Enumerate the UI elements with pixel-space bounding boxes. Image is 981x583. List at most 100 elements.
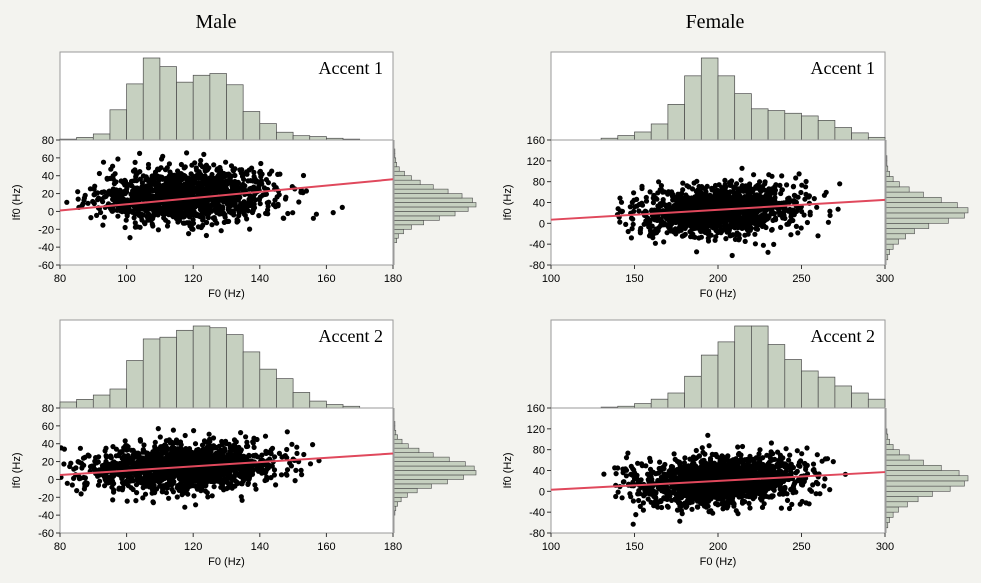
- column-title-male: Male: [195, 11, 236, 33]
- data-point: [264, 475, 269, 480]
- data-point: [134, 482, 139, 487]
- data-point: [753, 226, 758, 231]
- data-point: [232, 437, 237, 442]
- data-point: [688, 215, 693, 220]
- x-histogram-bar: [718, 76, 735, 140]
- x-histogram-bar: [802, 371, 819, 408]
- x-tick-label: 180: [384, 541, 402, 553]
- data-point: [163, 218, 168, 223]
- data-point: [725, 190, 730, 195]
- data-point: [167, 461, 172, 466]
- data-point: [711, 203, 716, 208]
- data-point: [212, 176, 217, 181]
- data-point: [700, 185, 705, 190]
- data-point: [782, 216, 787, 221]
- panel-annotation: Accent 2: [319, 326, 383, 346]
- y-histogram-bar: [394, 211, 455, 215]
- x-tick-label: 80: [54, 273, 66, 285]
- data-point: [668, 205, 673, 210]
- y-tick-label: 80: [533, 177, 545, 189]
- data-point: [697, 204, 702, 209]
- data-point: [161, 461, 166, 466]
- data-point: [223, 160, 228, 165]
- x-tick-label: 100: [542, 273, 560, 285]
- data-point: [739, 166, 744, 171]
- data-point: [188, 201, 193, 206]
- data-point: [247, 227, 252, 232]
- data-point: [183, 164, 188, 169]
- data-point: [717, 200, 722, 205]
- data-point: [765, 250, 770, 255]
- data-point: [150, 216, 155, 221]
- data-point: [218, 204, 223, 209]
- data-point: [761, 243, 766, 248]
- data-point: [211, 215, 216, 220]
- data-point: [795, 448, 800, 453]
- data-point: [146, 460, 151, 465]
- data-point: [142, 220, 147, 225]
- data-point: [293, 478, 298, 483]
- data-point: [110, 497, 115, 502]
- data-point: [144, 196, 149, 201]
- data-point: [778, 191, 783, 196]
- data-point: [133, 498, 138, 503]
- data-point: [141, 482, 146, 487]
- x-histogram-bar: [635, 404, 652, 408]
- data-point: [794, 209, 799, 214]
- data-point: [177, 211, 182, 216]
- data-point: [815, 233, 820, 238]
- data-point: [155, 212, 160, 217]
- y-tick-label: -20: [38, 492, 54, 504]
- x-tick-label: 140: [251, 273, 269, 285]
- x-histogram-bar: [685, 76, 702, 140]
- x-histogram-bar: [635, 132, 652, 140]
- data-point: [146, 162, 151, 167]
- data-point: [723, 236, 728, 241]
- x-histogram-bar: [785, 113, 802, 140]
- data-point: [799, 225, 804, 230]
- x-histogram-bar: [110, 389, 127, 408]
- data-point: [729, 233, 734, 238]
- x-histogram-bar: [193, 326, 210, 408]
- data-point: [226, 219, 231, 224]
- data-point: [750, 210, 755, 215]
- data-point: [230, 486, 235, 491]
- y-histogram-bar: [886, 182, 899, 187]
- data-point: [76, 197, 81, 202]
- y-tick-label: -80: [529, 260, 545, 272]
- x-histogram-bar: [618, 136, 635, 140]
- y-axis-label: If0 (Hz): [11, 184, 23, 220]
- x-histogram-bar: [160, 67, 177, 140]
- data-point: [131, 478, 136, 483]
- data-point: [616, 206, 621, 211]
- data-point: [203, 477, 208, 482]
- y-histogram-bar: [394, 502, 398, 506]
- y-tick-label: 40: [42, 439, 54, 451]
- data-point: [804, 179, 809, 184]
- data-point: [111, 490, 116, 495]
- data-point: [717, 220, 722, 225]
- data-point: [209, 182, 214, 187]
- y-histogram-bar: [886, 192, 923, 197]
- data-point: [133, 160, 138, 165]
- data-point: [184, 150, 189, 155]
- data-point: [759, 197, 764, 202]
- x-histogram-bar: [868, 399, 885, 408]
- data-point: [223, 477, 228, 482]
- data-point: [668, 224, 673, 229]
- data-point: [203, 202, 208, 207]
- y-histogram-bar: [394, 225, 411, 229]
- data-point: [189, 171, 194, 176]
- data-point: [65, 481, 70, 486]
- data-point: [772, 184, 777, 189]
- x-axis-label: F0 (Hz): [208, 556, 245, 568]
- data-point: [743, 239, 748, 244]
- x-histogram-bar: [193, 75, 210, 140]
- data-point: [196, 468, 201, 473]
- data-point: [786, 209, 791, 214]
- data-point: [70, 482, 75, 487]
- data-point: [244, 207, 249, 212]
- data-point: [705, 184, 710, 189]
- data-point: [184, 208, 189, 213]
